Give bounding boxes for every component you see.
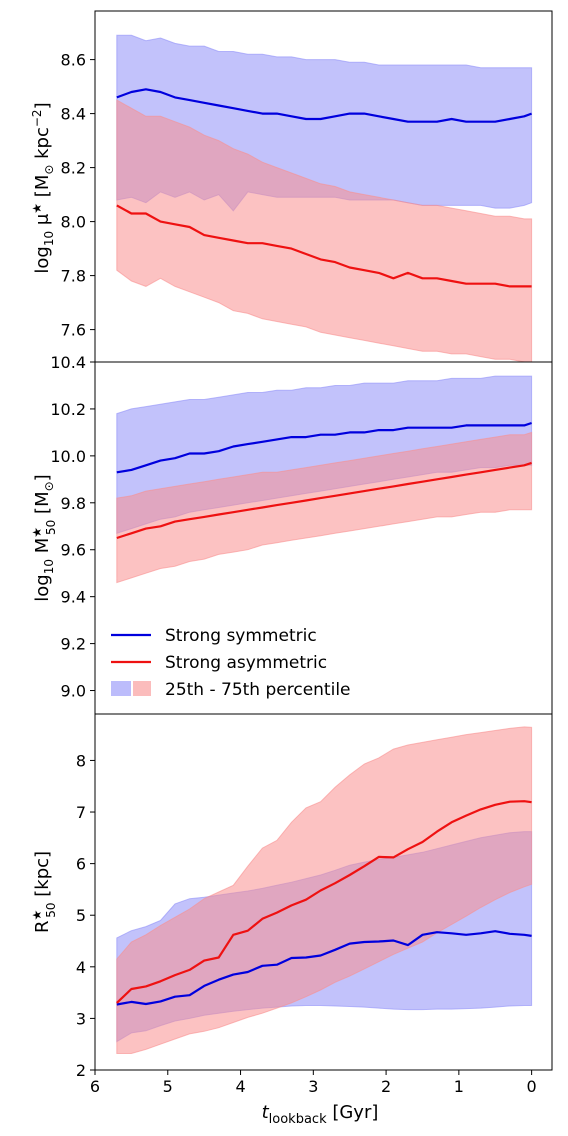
middle-band-asymmetric: [116, 431, 533, 584]
x-tick-label: 2: [381, 1077, 391, 1096]
top-y-tick-label: 7.6: [61, 321, 86, 340]
bottom-y-ticks: 2 3 4 5 6 7 8: [76, 751, 95, 1080]
top-series-line-asymmetric: [116, 204, 532, 288]
middle-bands: [116, 375, 533, 584]
legend-swatch-asymmetric-band: [133, 681, 151, 696]
middle-y-tick-label: 10.2: [50, 400, 86, 419]
bottom-y-tick-label: 3: [76, 1009, 86, 1028]
bottom-series-line-asymmetric: [116, 800, 532, 1004]
middle-y-tick-label: 10.4: [50, 353, 86, 372]
legend-label-band: 25th - 75th percentile: [165, 680, 351, 700]
bottom-band-asymmetric: [116, 726, 533, 1054]
panel-bottom: 2 3 4 5 6 7 8 6 5 4 3 2 1 0 R★50 [kpc] tlookback [Gy…: [30, 713, 553, 1127]
bottom-bands: [116, 726, 533, 1054]
top-y-tick-label: 8.4: [61, 105, 86, 124]
middle-y-tick-label: 10.0: [50, 447, 86, 466]
top-bands: [116, 34, 533, 363]
bottom-series-line-symmetric: [116, 930, 532, 1006]
top-y-tick-label: 8.6: [61, 51, 86, 70]
bottom-y-tick-label: 8: [76, 751, 86, 770]
top-y-tick-label: 7.8: [61, 267, 86, 286]
x-tick-label: 1: [454, 1077, 464, 1096]
middle-y-axis-title: log10 M★50 [M⊙]: [30, 474, 58, 601]
bottom-plot-frame: [94, 713, 553, 1071]
panel-middle: 9.0 9.2 9.4 9.6 9.8 10.0 10.2 10.4 log10 M★50 […: [30, 353, 553, 715]
middle-y-tick-label: 9.2: [61, 635, 86, 654]
bottom-x-ticks: 6 5 4 3 2 1 0: [90, 1070, 537, 1096]
middle-y-tick-label: 9.8: [61, 494, 86, 513]
x-tick-label: 3: [308, 1077, 318, 1096]
middle-series-line-symmetric: [116, 421, 532, 474]
bottom-y-tick-label: 7: [76, 803, 86, 822]
middle-y-ticks: 9.0 9.2 9.4 9.6 9.8 10.0 10.2 10.4: [50, 353, 95, 701]
x-tick-label: 5: [163, 1077, 173, 1096]
x-tick-label: 6: [90, 1077, 100, 1096]
legend-label-symmetric: Strong symmetric: [165, 626, 317, 646]
top-y-tick-label: 8.0: [61, 213, 86, 232]
legend-label-asymmetric: Strong asymmetric: [165, 653, 327, 673]
x-tick-label: 4: [235, 1077, 245, 1096]
x-tick-label: 0: [527, 1077, 537, 1096]
top-lines: [116, 88, 532, 288]
bottom-lines: [116, 800, 532, 1006]
bottom-y-tick-label: 4: [76, 958, 86, 977]
middle-y-tick-label: 9.0: [61, 682, 86, 701]
top-y-ticks: 7.6 7.8 8.0 8.2 8.4 8.6: [61, 51, 95, 340]
middle-lines: [116, 421, 532, 540]
middle-series-line-asymmetric: [116, 461, 532, 540]
top-y-tick-label: 8.2: [61, 159, 86, 178]
legend-swatch-symmetric-band: [111, 681, 131, 696]
bottom-y-tick-label: 5: [76, 906, 86, 925]
x-axis-title: tlookback [Gyr]: [262, 1102, 379, 1127]
bottom-y-tick-label: 6: [76, 855, 86, 874]
legend: Strong symmetric Strong asymmetric 25th …: [111, 626, 351, 700]
top-series-line-symmetric: [116, 88, 532, 123]
bottom-y-tick-label: 2: [76, 1061, 86, 1080]
middle-y-tick-label: 9.6: [61, 541, 86, 560]
bottom-y-axis-title: R★50 [kpc]: [30, 851, 58, 933]
panel-top: 7.6 7.8 8.0 8.2 8.4 8.6 log10 μ★ [M⊙ kpc−2]: [30, 10, 553, 363]
middle-y-tick-label: 9.4: [61, 588, 86, 607]
top-y-axis-title: log10 μ★ [M⊙ kpc−2]: [30, 102, 56, 273]
